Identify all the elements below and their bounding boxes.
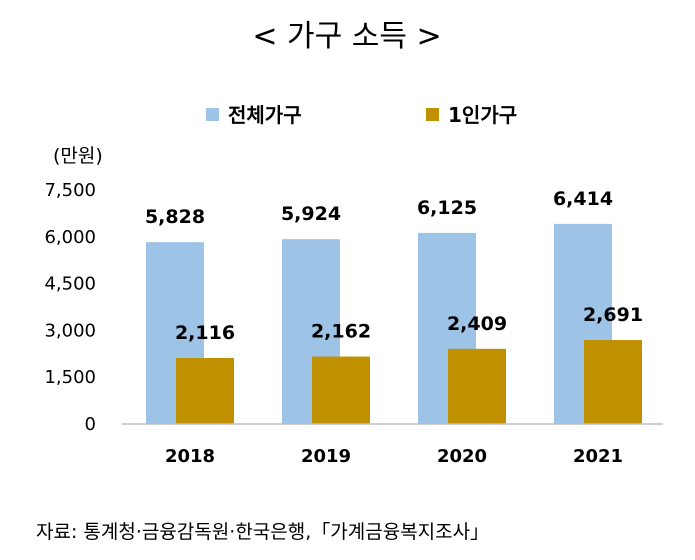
data-label-single-2020: 2,409 bbox=[447, 313, 507, 335]
x-category-label: 2021 bbox=[573, 446, 623, 467]
data-label-total-2020: 6,125 bbox=[417, 197, 477, 219]
data-label-total-2019: 5,924 bbox=[281, 203, 341, 225]
bars bbox=[146, 223, 642, 424]
data-label-total-2018: 5,828 bbox=[145, 206, 205, 228]
data-label-single-2021: 2,691 bbox=[583, 304, 643, 326]
y-tick-label: 0 bbox=[85, 414, 96, 435]
bar-single-2020 bbox=[448, 348, 506, 424]
bar-single-2021 bbox=[584, 340, 642, 424]
bar-single-2019 bbox=[312, 356, 370, 424]
data-label-total-2021: 6,414 bbox=[553, 188, 613, 210]
bar-single-2018 bbox=[176, 357, 234, 424]
y-axis-ticks: 0 1,500 3,000 4,500 6,000 7,500 bbox=[44, 180, 96, 435]
source-note: 자료: 통계청·금융감독원·한국은행,「가계금융복지조사」 bbox=[36, 521, 489, 543]
y-tick-label: 3,000 bbox=[44, 320, 96, 341]
y-tick-label: 7,500 bbox=[44, 180, 96, 201]
x-category-label: 2020 bbox=[437, 446, 487, 467]
y-axis-unit-label: (만원) bbox=[53, 145, 103, 167]
y-tick-label: 1,500 bbox=[44, 367, 96, 388]
y-tick-label: 4,500 bbox=[44, 274, 96, 295]
legend-label-total: 전체가구 bbox=[228, 103, 302, 127]
legend-swatch-single bbox=[426, 108, 439, 121]
data-label-single-2019: 2,162 bbox=[311, 321, 371, 343]
y-tick-label: 6,000 bbox=[44, 227, 96, 248]
legend-label-single: 1인가구 bbox=[448, 103, 517, 127]
legend: 전체가구 1인가구 bbox=[206, 103, 517, 127]
data-label-single-2018: 2,116 bbox=[175, 322, 235, 344]
legend-swatch-total bbox=[206, 108, 219, 121]
x-category-label: 2019 bbox=[301, 446, 351, 467]
x-axis-categories: 2018 2019 2020 2021 bbox=[165, 446, 623, 467]
chart-title: < 가구 소득 > bbox=[252, 19, 441, 54]
data-labels: 5,828 5,924 6,125 6,414 2,116 2,162 2,409 2,691 bbox=[145, 188, 643, 344]
x-category-label: 2018 bbox=[165, 446, 215, 467]
